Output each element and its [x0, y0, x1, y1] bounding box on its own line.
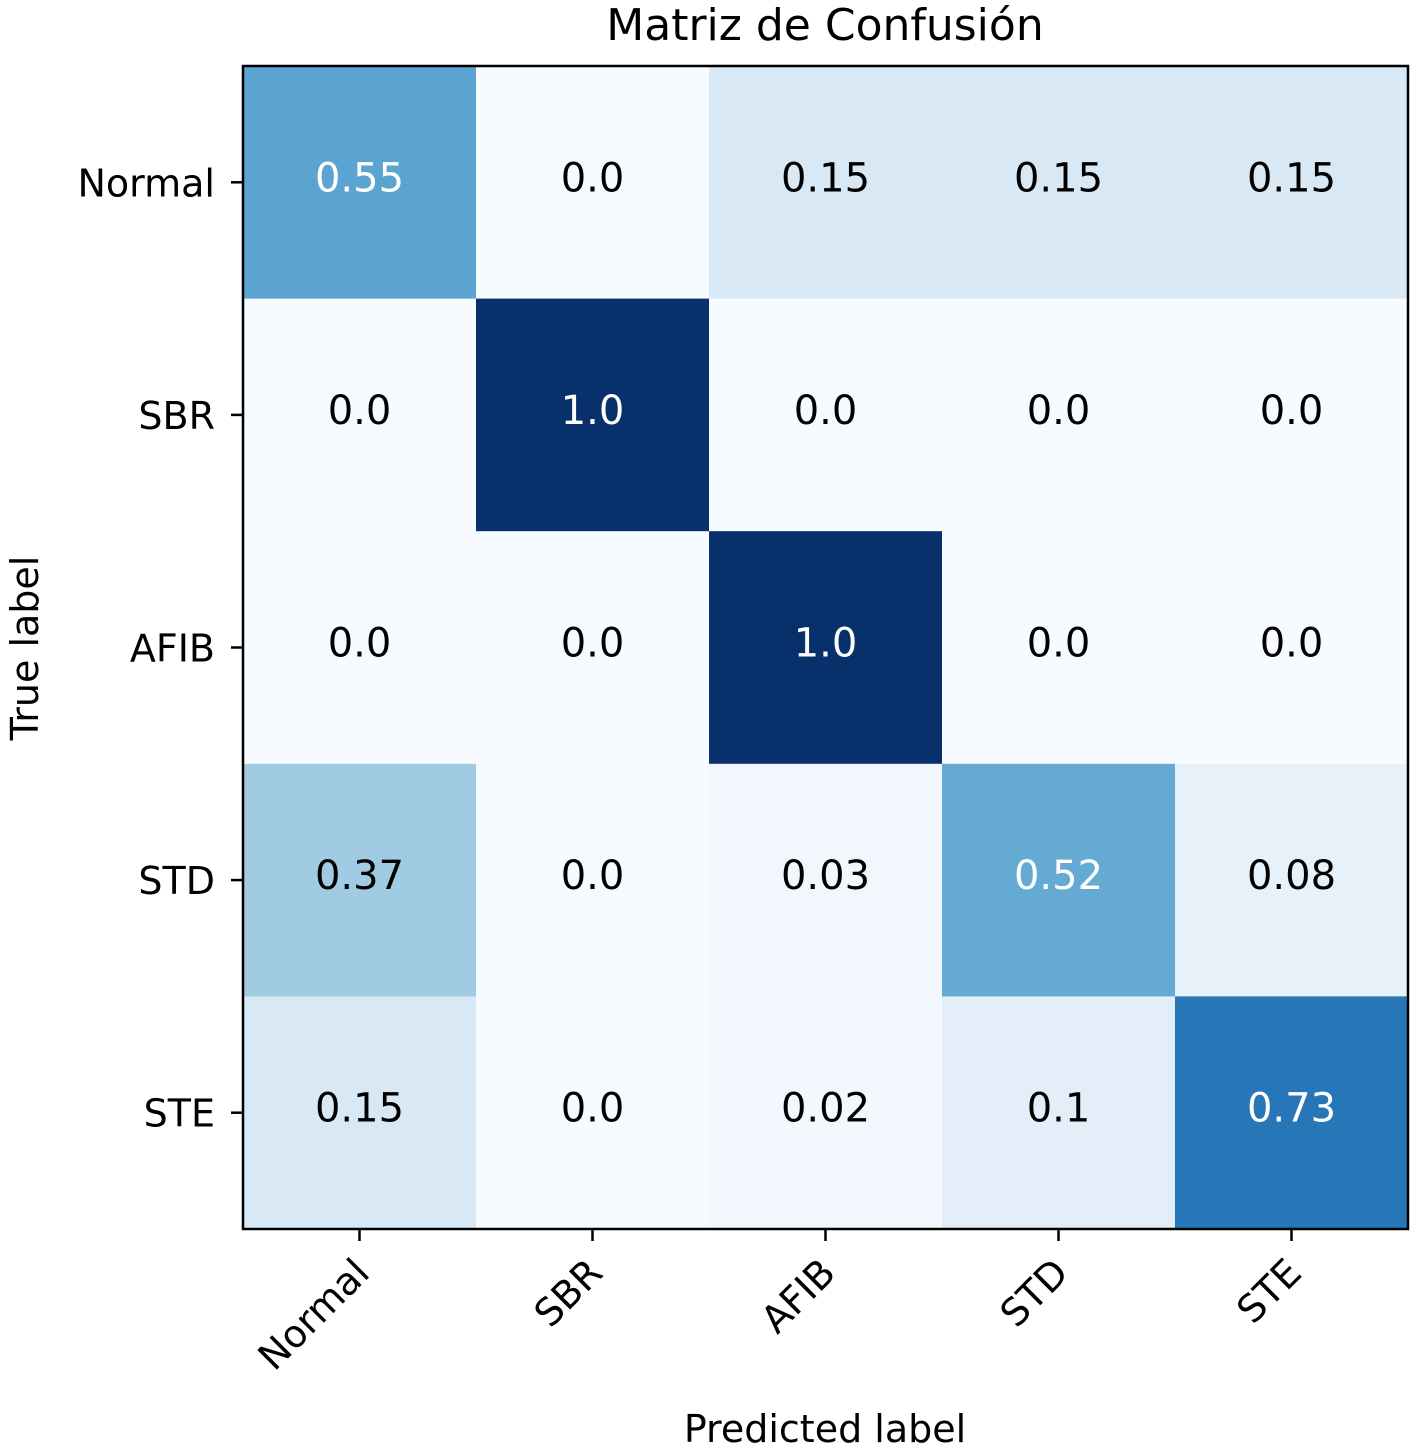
heatmap-cell [243, 531, 477, 765]
y-tick-label: AFIB [130, 627, 215, 671]
heatmap-cell [1175, 996, 1409, 1230]
heatmap-cell [476, 763, 710, 997]
cell-value-label: 0.37 [315, 853, 404, 899]
heatmap-cell [709, 66, 943, 300]
cell-value-label: 1.0 [561, 388, 625, 434]
cell-value-label: 0.0 [561, 621, 625, 667]
y-tick-label: Normal [78, 161, 216, 205]
cell-value-label: 0.0 [561, 155, 625, 201]
x-axis: Normal SBR AFIB STD STE [250, 1229, 1310, 1379]
cell-value-label: 0.15 [781, 155, 870, 201]
heatmap-cell [243, 298, 477, 532]
cell-value-label: 0.0 [1027, 621, 1091, 667]
cell-value-label: 0.03 [781, 853, 870, 899]
y-tick-label: SBR [138, 394, 215, 438]
cell-value-label: 0.15 [1247, 155, 1336, 201]
cell-value-label: 0.08 [1247, 853, 1336, 899]
cell-value-label: 0.52 [1014, 853, 1103, 899]
heatmap-cell [476, 298, 710, 532]
x-tick-label: Normal [250, 1250, 378, 1378]
cell-value-label: 0.0 [561, 853, 625, 899]
cell-value-label: 0.15 [1014, 155, 1103, 201]
heatmap-cell [942, 996, 1176, 1230]
heatmap-cell [942, 298, 1176, 532]
cell-value-label: 0.0 [794, 388, 858, 434]
heatmap-cell [1175, 763, 1409, 997]
cell-value-label: 0.0 [328, 621, 392, 667]
heatmap-cell [476, 531, 710, 765]
x-tick-label: SBR [526, 1250, 611, 1335]
y-tick-label: STE [144, 1092, 215, 1136]
x-tick-label: STD [992, 1250, 1077, 1335]
heatmap-cell [942, 66, 1176, 300]
heatmap-cell [476, 66, 710, 300]
cell-value-label: 1.0 [794, 621, 858, 667]
heatmap-cell [243, 66, 477, 300]
heatmap-cell [709, 763, 943, 997]
heatmap-cell [476, 996, 710, 1230]
x-tick-label: AFIB [753, 1250, 844, 1341]
heatmap-cell [1175, 531, 1409, 765]
cell-value-label: 0.1 [1027, 1086, 1091, 1132]
heatmap-cell [709, 531, 943, 765]
cell-value-label: 0.0 [1260, 621, 1324, 667]
heatmap-cells [243, 66, 1409, 1230]
x-tick-label: STE [1228, 1250, 1310, 1332]
heatmap-cell [1175, 298, 1409, 532]
cell-value-label: 0.0 [328, 388, 392, 434]
heatmap-cell [709, 298, 943, 532]
y-axis: Normal SBR AFIB STD STE [78, 161, 243, 1136]
heatmap-cell [1175, 66, 1409, 300]
heatmap-cell [243, 763, 477, 997]
cell-value-label: 0.0 [1260, 388, 1324, 434]
chart-title: Matriz de Confusión [606, 0, 1043, 51]
heatmap-cell [709, 996, 943, 1230]
cell-value-label: 0.55 [315, 155, 404, 201]
cell-value-labels: 0.55 0.0 0.15 0.15 0.15 0.0 1.0 0.0 0.0 0.0 0.0 0.0… [315, 155, 1336, 1131]
heatmap-cell [243, 996, 477, 1230]
cell-value-label: 0.02 [781, 1086, 870, 1132]
cell-value-label: 0.73 [1247, 1086, 1336, 1132]
x-axis-label: Predicted label [684, 1407, 966, 1449]
cell-value-label: 0.15 [315, 1086, 404, 1132]
y-tick-label: STD [138, 859, 215, 903]
cell-value-label: 0.0 [1027, 388, 1091, 434]
heatmap-cell [942, 763, 1176, 997]
y-axis-label: True label [3, 556, 47, 742]
heatmap-cell [942, 531, 1176, 765]
cell-value-label: 0.0 [561, 1086, 625, 1132]
